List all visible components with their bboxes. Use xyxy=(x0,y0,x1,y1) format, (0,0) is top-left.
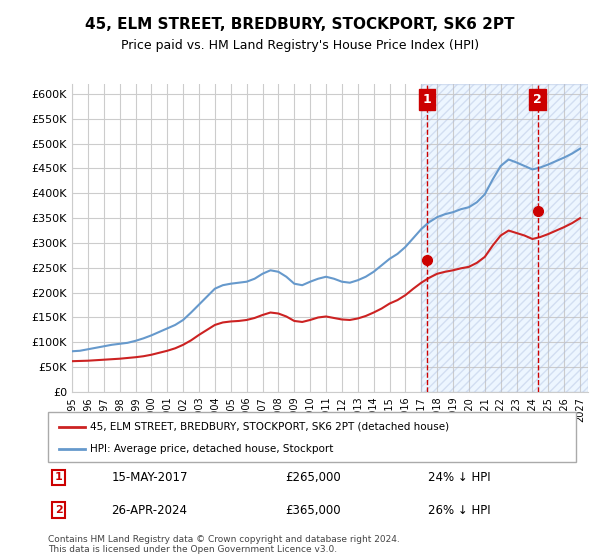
FancyBboxPatch shape xyxy=(48,412,576,462)
Text: 2: 2 xyxy=(55,505,62,515)
Text: 45, ELM STREET, BREDBURY, STOCKPORT, SK6 2PT: 45, ELM STREET, BREDBURY, STOCKPORT, SK6… xyxy=(85,17,515,32)
Text: 15-MAY-2017: 15-MAY-2017 xyxy=(112,471,188,484)
Text: HPI: Average price, detached house, Stockport: HPI: Average price, detached house, Stoc… xyxy=(90,445,334,454)
Text: 1: 1 xyxy=(55,473,62,482)
Text: £265,000: £265,000 xyxy=(286,471,341,484)
Text: 1: 1 xyxy=(423,93,431,106)
Text: £365,000: £365,000 xyxy=(286,503,341,517)
Text: Price paid vs. HM Land Registry's House Price Index (HPI): Price paid vs. HM Land Registry's House … xyxy=(121,39,479,52)
Text: 45, ELM STREET, BREDBURY, STOCKPORT, SK6 2PT (detached house): 45, ELM STREET, BREDBURY, STOCKPORT, SK6… xyxy=(90,422,449,432)
Text: 2: 2 xyxy=(533,93,542,106)
Bar xyxy=(421,84,588,392)
Bar xyxy=(421,84,588,392)
Text: 26% ↓ HPI: 26% ↓ HPI xyxy=(428,503,491,517)
Text: 24% ↓ HPI: 24% ↓ HPI xyxy=(428,471,491,484)
Text: Contains HM Land Registry data © Crown copyright and database right 2024.
This d: Contains HM Land Registry data © Crown c… xyxy=(48,535,400,554)
Text: 26-APR-2024: 26-APR-2024 xyxy=(112,503,187,517)
